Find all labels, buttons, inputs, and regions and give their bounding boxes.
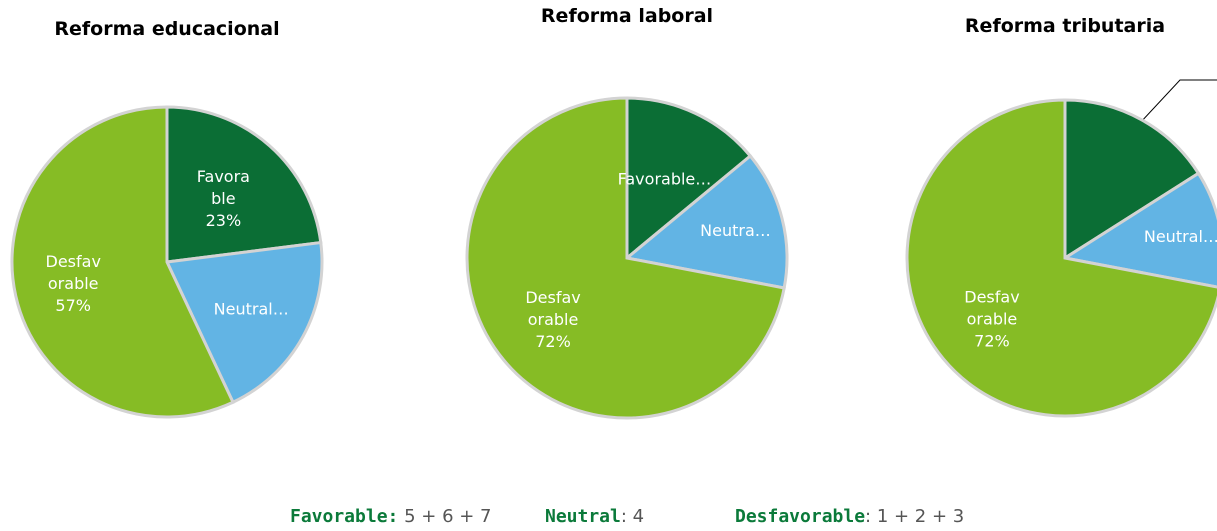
footer-item: Desfavorable: 1 + 2 + 3: [735, 506, 964, 527]
pie-slice: [1063, 98, 1201, 261]
leader-line: [1139, 79, 1217, 124]
data-label-line: Neutral…: [1144, 227, 1217, 246]
footer-text: : 4: [621, 506, 644, 527]
data-label: Favora ble 23%: [197, 167, 250, 230]
data-label-line: orable: [48, 274, 99, 293]
data-label-line: Desfav: [46, 252, 101, 271]
chart-title: Reforma tributaria: [965, 15, 1165, 37]
data-label-line: Neutra…: [700, 221, 771, 240]
footer-label: Desfavorable: [735, 506, 865, 527]
pie-slice: [905, 98, 1217, 418]
data-label: Desfav orable 72%: [964, 287, 1019, 350]
data-label: Neutral…: [1144, 227, 1217, 246]
pie-slice: [165, 105, 323, 264]
footer-text: : 1 + 2 + 3: [865, 506, 964, 527]
data-label-line: 72%: [535, 332, 571, 351]
data-label-line: Desfav: [964, 287, 1019, 306]
data-label: Neutral…: [214, 299, 289, 318]
data-label-line: 57%: [55, 296, 91, 315]
data-label-line: 23%: [206, 211, 242, 230]
data-label-line: Desfav: [525, 288, 580, 307]
footer-label: Favorable:: [290, 506, 398, 527]
footer-text: 5 + 6 + 7: [398, 506, 491, 527]
data-label-line: ble: [211, 189, 235, 208]
footer-item: Favorable: 5 + 6 + 7: [290, 506, 492, 527]
footer-item: Neutral: 4: [545, 506, 644, 527]
pie-slice: [1060, 171, 1217, 289]
data-label-line: Favora: [197, 167, 250, 186]
pie-slice: [625, 96, 753, 262]
footer-label: Neutral: [545, 506, 621, 527]
data-label: Desfav orable 57%: [46, 252, 101, 315]
data-label-line: orable: [528, 310, 579, 329]
pie-slice: [164, 240, 324, 405]
data-label: Favorable…: [618, 169, 712, 188]
data-label-line: 72%: [974, 331, 1010, 350]
pie-slice: [10, 105, 235, 419]
data-label-line: orable: [967, 309, 1018, 328]
chart-title: Reforma laboral: [541, 5, 713, 27]
data-label-line: Neutral…: [214, 299, 289, 318]
data-label: Neutra…: [700, 221, 771, 240]
chart-title: Reforma educacional: [54, 18, 279, 40]
data-label: Desfav orable 72%: [525, 288, 580, 351]
pie-slice: [623, 153, 789, 290]
pie-slice: [465, 96, 786, 420]
data-label-line: Favorable…: [618, 169, 712, 188]
